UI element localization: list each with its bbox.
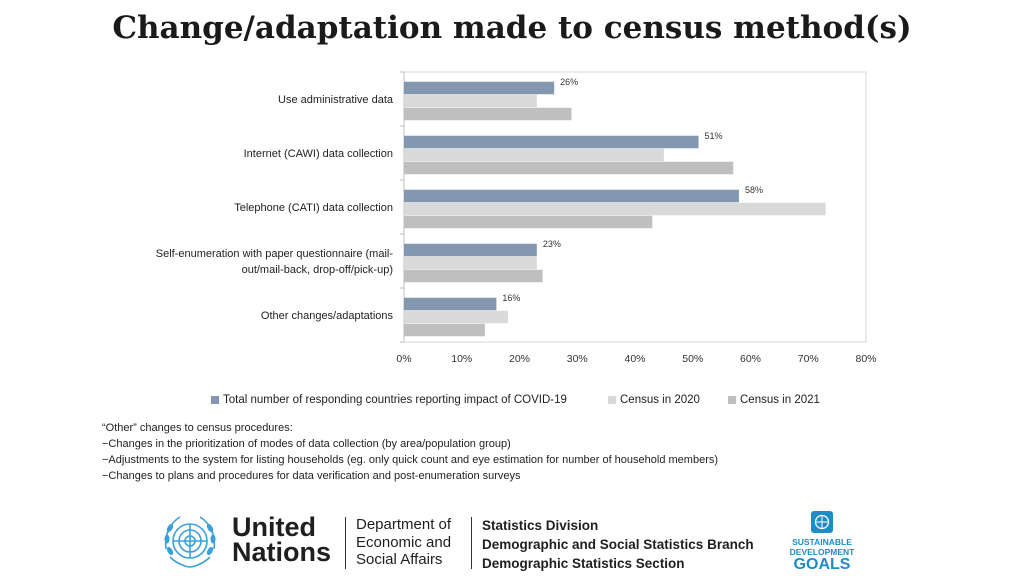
data-label: 26%: [560, 77, 578, 87]
chart-title: Change/adaptation made to census method(…: [112, 10, 912, 46]
note-heading: “Other” changes to census procedures:: [102, 422, 293, 434]
legend-swatch-2021: [728, 396, 736, 404]
data-label: 16%: [502, 293, 520, 303]
legend-swatch-total: [211, 396, 219, 404]
x-tick-label: 20%: [509, 353, 530, 365]
note-line: −Changes to plans and procedures for dat…: [102, 470, 521, 482]
footer-divider: [345, 517, 346, 569]
bar-1: [404, 189, 739, 203]
desa-line: Social Affairs: [356, 551, 443, 568]
bar-1: [404, 81, 555, 95]
un-wordmark-line: United: [232, 512, 316, 542]
data-label: 51%: [705, 131, 723, 141]
bar-3: [404, 269, 543, 283]
footer-divider: [471, 517, 472, 569]
x-tick-label: 80%: [855, 353, 876, 365]
data-label: 23%: [543, 239, 561, 249]
legend-item-total: Total number of responding countries rep…: [211, 394, 567, 406]
category-label: Internet (CAWI) data collection: [244, 148, 393, 160]
desa-line: Department of: [356, 516, 452, 533]
x-tick-label: 70%: [798, 353, 819, 365]
un-emblem-icon: [164, 516, 216, 568]
sdg-logo: SUSTAINABLE DEVELOPMENT GOALS: [786, 511, 858, 573]
category-label: Use administrative data: [278, 94, 394, 106]
category-label: Telephone (CATI) data collection: [234, 202, 393, 214]
category-label: Self-enumeration with paper questionnair…: [156, 248, 394, 260]
legend-label-2021: Census in 2021: [740, 394, 820, 406]
bar-1: [404, 135, 699, 149]
category-label: Other changes/adaptations: [261, 310, 394, 322]
legend-swatch-2020: [608, 396, 616, 404]
legend-label-total: Total number of responding countries rep…: [223, 394, 567, 406]
bar-3: [404, 323, 485, 337]
statistics-division-name: Statistics Division Demographic and Soci…: [482, 516, 754, 573]
un-wordmark: United Nations: [232, 512, 332, 567]
bar-3: [404, 215, 653, 229]
other-changes-note: “Other” changes to census procedures: −C…: [102, 420, 718, 484]
x-tick-label: 60%: [740, 353, 761, 365]
sdg-emblem-icon: [811, 511, 833, 533]
data-label: 58%: [745, 185, 763, 195]
bar-1: [404, 243, 537, 257]
desa-line: Economic and: [356, 533, 452, 551]
bar-3: [404, 107, 572, 121]
bar-2: [404, 94, 537, 108]
x-tick-label: 30%: [567, 353, 588, 365]
bar-chart: 0% 10% 20% 30% 40% 50% 60% 70% 80% Use administra…: [156, 71, 877, 365]
division-line: Statistics Division: [482, 518, 599, 533]
bar-1: [404, 297, 497, 311]
x-tick-label: 10%: [451, 353, 472, 365]
bar-2: [404, 256, 537, 270]
footer: United Nations Department of Economic an…: [0, 505, 1024, 576]
bar-2: [404, 310, 508, 324]
note-line: −Changes in the prioritization of modes …: [102, 438, 511, 450]
x-tick-label: 50%: [682, 353, 703, 365]
bar-3: [404, 161, 734, 175]
legend-label-2020: Census in 2020: [620, 394, 700, 406]
bar-2: [404, 202, 826, 216]
un-wordmark-line: Nations: [232, 537, 332, 567]
x-tick-label: 40%: [624, 353, 645, 365]
sdg-line: SUSTAINABLE: [792, 537, 852, 547]
note-line: −Adjustments to the system for listing h…: [102, 454, 719, 466]
legend-item-2020: Census in 2020: [608, 394, 700, 406]
x-tick-label: 0%: [396, 353, 411, 365]
sdg-line: DEVELOPMENT: [789, 546, 855, 557]
bar-2: [404, 148, 664, 162]
category-label: out/mail-back, drop-off/pick-up): [242, 264, 393, 276]
desa-name: Department of Economic and Social Affair…: [356, 516, 451, 569]
branch-line: Demographic and Social Statistics Branch: [482, 537, 754, 552]
chart-legend: Total number of responding countries rep…: [0, 394, 1024, 410]
sdg-goals-line: GOALS: [793, 556, 851, 573]
section-line: Demographic Statistics Section: [482, 556, 685, 571]
legend-item-2021: Census in 2021: [728, 394, 820, 406]
